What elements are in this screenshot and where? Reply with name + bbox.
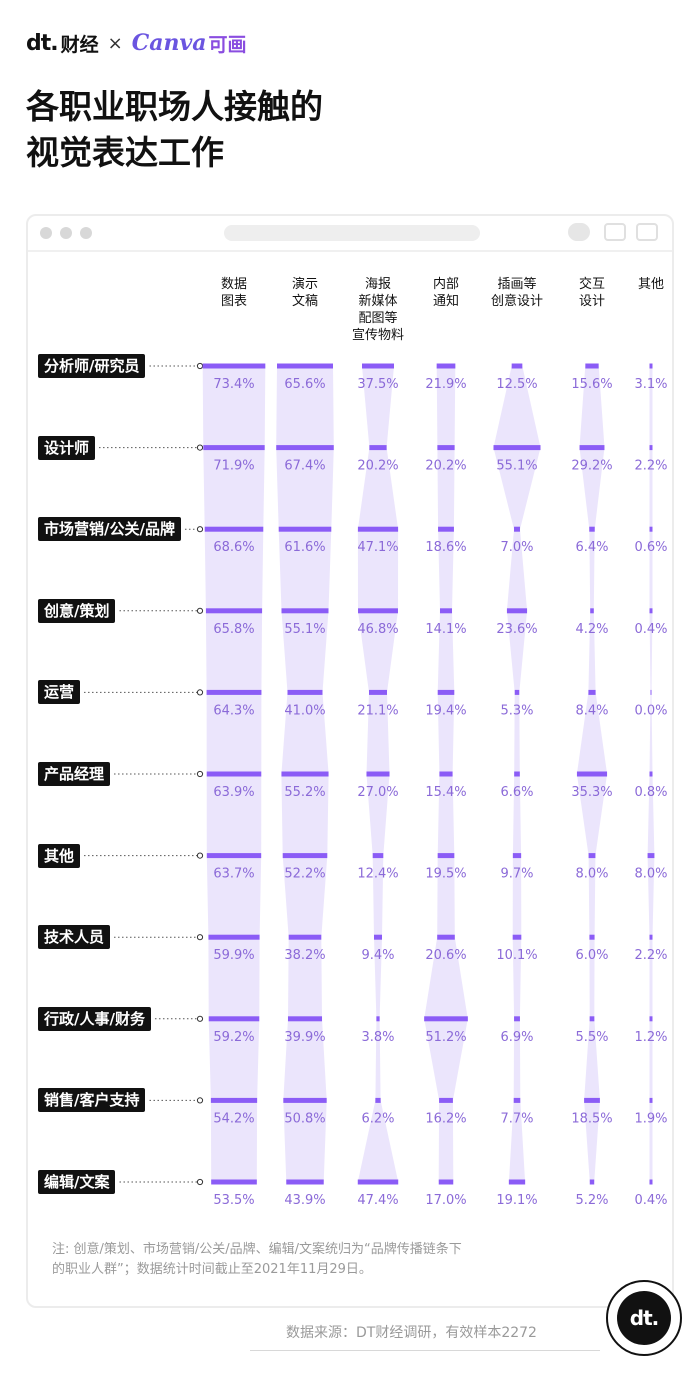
- row-label: 创意/策划: [38, 598, 116, 623]
- footnote-line-2: 的职业人群”；数据统计时间截止至2021年11月29日。: [52, 1262, 372, 1277]
- canva-logo-text: 可画: [208, 33, 247, 56]
- brand-header: dt. 财经 × Canva 可画: [26, 28, 247, 58]
- row-label: 运营: [38, 680, 81, 705]
- browser-toolbar: [28, 216, 672, 252]
- column-header: 其他: [637, 277, 664, 292]
- dt-logo-text: 财经: [60, 33, 99, 56]
- address-bar: [224, 225, 480, 241]
- minimize-icon: [60, 227, 72, 239]
- row-label: 编辑/文案: [38, 1170, 116, 1194]
- column-header: 海报 新媒体 配图等 宣传物料: [351, 277, 404, 343]
- row-label: 设计师: [38, 435, 96, 460]
- chart-title-line-1: 各职业职场人接触的: [26, 87, 323, 126]
- dt-badge-logo: dt.: [617, 1291, 671, 1345]
- dt-badge: dt.: [606, 1280, 682, 1356]
- footer-divider: [250, 1350, 600, 1351]
- column-header: 内部 通知: [432, 277, 459, 309]
- column-header: 插画等 创意设计: [490, 277, 543, 309]
- maximize-icon: [80, 227, 92, 239]
- footnote: 注: 创意/策划、市场营销/公关/品牌、编辑/文案统归为“品牌传播链条下 的职业…: [52, 1240, 592, 1280]
- column-header: 演示 文稿: [291, 277, 318, 309]
- row-label: 行政/人事/财务: [38, 1006, 151, 1031]
- row-label: 产品经理: [38, 762, 111, 786]
- chart-title: 各职业职场人接触的 视觉表达工作: [26, 84, 323, 176]
- row-label: 技术人员: [38, 925, 111, 950]
- close-icon: [40, 227, 52, 239]
- row-label: 市场营销/公关/品牌: [38, 517, 181, 542]
- column-header: 数据 图表: [220, 277, 247, 309]
- home-icon: [604, 223, 626, 241]
- chart-title-line-2: 视觉表达工作: [26, 133, 224, 172]
- row-label: 分析师/研究员: [38, 354, 146, 378]
- footnote-line-1: 注: 创意/策划、市场营销/公关/品牌、编辑/文案统归为“品牌传播链条下: [52, 1242, 462, 1257]
- record-icon: [568, 223, 590, 241]
- data-source: 数据来源：DT财经调研，有效样本2272: [286, 1325, 537, 1341]
- row-label: 其他: [38, 843, 81, 868]
- collab-separator: ×: [107, 32, 123, 54]
- share-icon: [636, 223, 658, 241]
- column-header: 交互 设计: [578, 277, 605, 309]
- row-label: 销售/客户支持: [38, 1088, 146, 1113]
- dt-logo: dt.: [26, 30, 59, 56]
- canva-logo: Canva: [131, 30, 207, 56]
- browser-card: [26, 214, 674, 1308]
